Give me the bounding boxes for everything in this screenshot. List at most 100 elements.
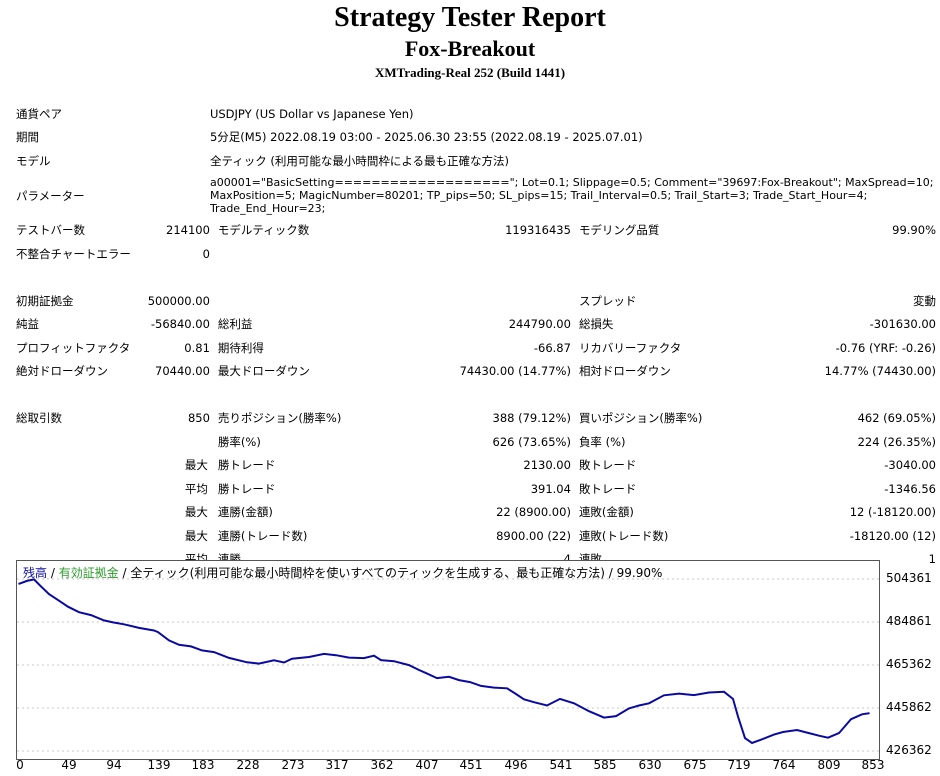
y-tick-label: 445862 [886,699,932,714]
balance-point [506,687,508,690]
avg-win-value: 391.04 [530,481,571,496]
avg-win-label: 勝トレード [217,481,276,496]
balance-point [861,713,863,716]
balance-point [123,623,125,626]
net-label: 純益 [16,317,39,332]
params-label: パラメーター [16,188,85,203]
loss-rate-label: 負率 (%) [578,434,626,449]
balance-point [480,685,482,687]
balance-point [33,578,35,581]
pf-label: プロフィットファクタ [16,340,131,355]
cons-loss-label: 連敗(金額) [578,505,634,520]
balance-point [168,639,170,642]
balance-point [178,644,180,646]
balance-point [373,654,375,657]
balance-point [418,669,420,671]
net-row: 純益 -56840.00 総利益 244790.00 総損失 -301630.0… [12,313,940,337]
balance-point [58,599,60,602]
cons-win-value: 22 (8900.00) [496,505,571,520]
balance-point [708,691,710,694]
balance-point [773,733,775,736]
avg-cons-win-value: 4 [392,548,575,572]
balance-chart: 残高 / 有効証拠金 / 全ティック(利用可能な最小時間枠を使いすべてのティック… [14,560,932,772]
x-tick-label: 362 [370,758,394,772]
ticks-value: 119316435 [505,223,571,238]
period-value: 5分足(M5) 2022.08.19 03:00 - 2025.06.30 23… [209,130,643,145]
x-tick-label: 0 [16,758,24,772]
balance-point [693,694,695,696]
balance-point [603,716,605,719]
balance-point [559,698,561,700]
expected-value: -66.87 [533,340,571,355]
long-value: 462 (69.05%) [857,411,936,426]
legend-description: / 全ティック(利用可能な最小時間枠を使いすべてのティックを生成する、最も正確な… [118,566,663,580]
avg-loss-value: -1346.56 [884,481,936,496]
max-word: 最大 [184,528,208,543]
period-row: 期間 5分足(M5) 2022.08.19 03:00 - 2025.06.30… [12,126,940,150]
balance-point [648,702,650,705]
bars-label: テストバー数 [16,223,85,238]
balance-point [782,731,784,733]
balance-point [335,654,337,656]
balance-point [291,657,293,660]
y-tick-label: 504361 [886,571,932,585]
max-word: 最大 [184,505,208,520]
x-tick-label: 183 [191,758,215,772]
balance-point [827,736,829,739]
max-dd-value: 74430.00 (14.77%) [459,364,571,379]
x-tick-label: 630 [638,758,662,772]
gross-profit-value: 244790.00 [508,317,571,332]
model-row: モデル 全ティック (利用可能な最小時間枠による最も正確な方法) [12,149,940,173]
balance-point [638,704,640,707]
balance-point [737,715,739,718]
balance-point [138,627,140,629]
x-tick-label: 139 [147,758,171,772]
x-tick-label: 317 [325,758,349,772]
balance-point [546,704,548,707]
balance-point [723,691,725,693]
gross-profit-label: 総利益 [217,317,253,332]
x-tick-label: 451 [459,758,483,772]
balance-point [744,737,746,739]
legend-equity: 有効証拠金 [58,566,119,580]
balance-point [201,649,203,652]
gross-loss-label: 総損失 [578,317,614,332]
max-loss-value: -3040.00 [884,458,936,473]
bars-row: テストバー数 214100 モデルティック数 119316435 モデリング品質… [12,219,940,243]
balance-point [818,734,820,737]
spread-value: 変動 [913,293,936,308]
balance-point [103,619,105,622]
loss-rate-value: 224 (26.35%) [857,434,936,449]
cons-amount-row: 最大 連勝(金額) 22 (8900.00) 連敗(金額) 12 (-18120… [12,501,940,525]
balance-point [213,651,215,653]
legend-sep: / [47,566,59,580]
max-dd-label: 最大ドローダウン [217,364,310,379]
report-title: Strategy Tester Report [334,2,606,33]
balance-point [533,701,535,703]
cons-profit-label: 連勝(トレード数) [217,528,308,543]
expected-label: 期待利得 [217,340,264,355]
balance-point [26,580,28,582]
balance-point [67,605,69,608]
x-tick-label: 853 [861,758,885,772]
rel-dd-value: 14.77% (74430.00) [824,364,936,379]
quality-label: モデリング品質 [578,223,660,238]
balance-point [523,698,525,701]
balance-line [18,578,870,745]
balance-point [678,692,680,695]
balance-point [628,707,630,710]
recovery-value: -0.76 (YRF: -0.26) [835,340,936,355]
cons-win-label: 連勝(金額) [217,505,273,520]
deposit-label: 初期証拠金 [16,293,74,308]
model-label: モデル [16,153,51,168]
balance-point [380,659,382,661]
balance-point [112,621,114,624]
legend-balance: 残高 [23,566,48,580]
ea-name: Fox-Breakout [404,36,536,61]
max-win-label: 勝トレード [217,458,276,473]
cons-lossamt-label: 連敗(トレード数) [578,528,669,543]
trades-value: 850 [187,411,210,426]
balance-point [363,657,365,659]
max-word: 最大 [184,458,208,473]
chart-legend: 残高 / 有効証拠金 / 全ティック(利用可能な最小時間枠を使いすべてのティック… [23,564,662,581]
